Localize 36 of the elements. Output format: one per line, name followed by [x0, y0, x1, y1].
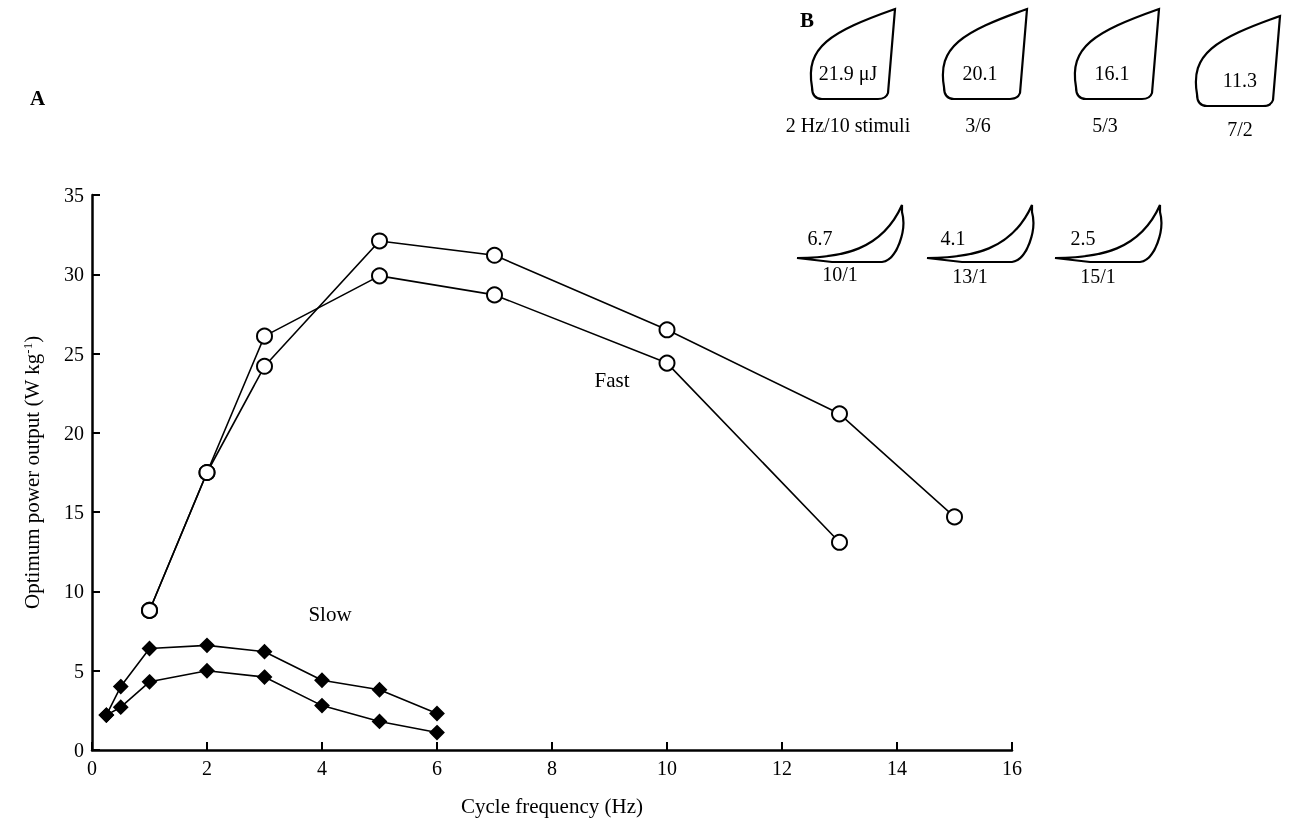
text: 11.3: [1222, 68, 1258, 91]
text: A: [30, 85, 46, 110]
annotation: 6.7: [807, 226, 833, 249]
annotation: Fast: [594, 367, 630, 392]
annotation: 10/1: [822, 262, 858, 285]
text: 2 Hz/10 stimuli: [785, 113, 911, 136]
text: 16.1: [1094, 61, 1130, 84]
x-tick-label: 16: [1002, 757, 1022, 779]
y-tick-label: 30: [64, 263, 84, 286]
x-axis-title: Cycle frequency (Hz): [461, 793, 643, 818]
text: B: [800, 7, 815, 32]
x-tick-label: 8: [547, 757, 557, 779]
text: 2.5: [1070, 226, 1096, 249]
x-tick-label: 12: [772, 757, 792, 779]
x-tick-label: 6: [432, 757, 442, 779]
y-axis-title: Optimum power output (W kg-1): [19, 335, 44, 609]
y-tick-label: 0: [74, 739, 84, 761]
x-tick-label: 14: [887, 757, 907, 779]
y-tick-label: 20: [64, 421, 84, 444]
text: 21.9 μJ: [818, 61, 878, 85]
text: 7/2: [1227, 117, 1253, 140]
y-tick-label: 35: [64, 184, 84, 206]
y-tick-label: 10: [64, 580, 84, 603]
text: 3/6: [965, 113, 991, 136]
annotation: 13/1: [952, 264, 988, 287]
text: 20.1: [962, 61, 998, 84]
text: 5/3: [1092, 113, 1118, 136]
y-tick-label: 25: [64, 342, 84, 365]
x-tick-label: 10: [657, 757, 677, 779]
y-tick-label: 15: [64, 501, 84, 524]
text: 15/1: [1080, 264, 1116, 287]
annotation: 4.1: [940, 226, 966, 249]
y-tick-label: 5: [74, 659, 84, 682]
x-tick-label: 2: [202, 757, 212, 779]
x-tick-label: 4: [317, 757, 327, 779]
annotation: Slow: [308, 601, 353, 626]
